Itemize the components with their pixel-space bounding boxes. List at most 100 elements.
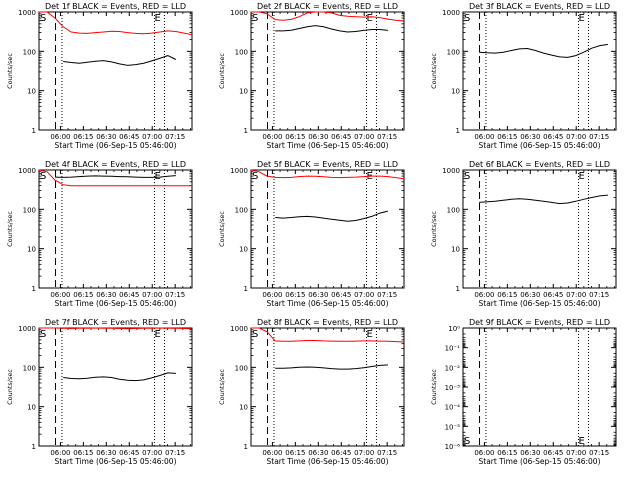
- x-tick-label: 06:15: [285, 133, 305, 141]
- y-axis-label: Counts/sec: [218, 53, 226, 89]
- chart-title: Det 1f BLACK = Events, RED = LLD: [45, 2, 186, 11]
- y-axis-label: Counts/sec: [430, 369, 438, 405]
- y-tick-label: 100: [235, 364, 248, 372]
- y-tick-label: 1: [244, 285, 248, 293]
- x-tick-label: 06:30: [520, 449, 540, 457]
- end-marker: E: [579, 13, 585, 24]
- x-tick-label: 06:30: [520, 291, 540, 299]
- y-tick-label: 1: [456, 285, 460, 293]
- y-tick-label: 10⁻²: [445, 364, 461, 372]
- events-series-line: [275, 210, 389, 222]
- x-tick-label: 06:45: [119, 291, 139, 299]
- x-tick-label: 06:45: [119, 449, 139, 457]
- x-tick-label: 06:15: [285, 449, 305, 457]
- chart-title: Det 4f BLACK = Events, RED = LLD: [45, 160, 186, 169]
- x-tick-label: 06:30: [96, 133, 116, 141]
- start-marker: S: [40, 171, 46, 182]
- y-tick-label: 10: [239, 246, 248, 254]
- x-axis-label: Start Time (06-Sep-15 05:46:00): [267, 457, 389, 466]
- x-axis-label: Start Time (06-Sep-15 05:46:00): [267, 141, 389, 150]
- x-tick-label: 06:00: [262, 449, 282, 457]
- x-axis-label: Start Time (06-Sep-15 05:46:00): [55, 457, 177, 466]
- x-tick-label: 06:15: [497, 449, 517, 457]
- y-axis-label: Counts/sec: [6, 211, 14, 247]
- y-axis-label: Counts/sec: [6, 53, 14, 89]
- y-tick-label: 1: [32, 443, 36, 451]
- start-marker: S: [40, 13, 46, 24]
- y-tick-label: 100: [23, 206, 36, 214]
- y-tick-label: 10: [27, 246, 36, 254]
- x-tick-label: 06:45: [119, 133, 139, 141]
- x-tick-label: 07:00: [354, 291, 374, 299]
- chart-title: Det 5f BLACK = Events, RED = LLD: [257, 160, 398, 169]
- chart-title: Det 6f BLACK = Events, RED = LLD: [469, 160, 610, 169]
- y-tick-label: 1: [244, 127, 248, 135]
- x-axis-label: Start Time (06-Sep-15 05:46:00): [55, 141, 177, 150]
- chart-panel-2: Det 2f BLACK = Events, RED = LLD Start Ti…: [218, 2, 405, 150]
- y-tick-label: 100: [447, 206, 460, 214]
- x-tick-label: 06:30: [520, 133, 540, 141]
- y-tick-label: 100: [235, 48, 248, 56]
- x-tick-label: 06:30: [308, 449, 328, 457]
- x-tick-label: 07:15: [377, 133, 397, 141]
- x-tick-label: 07:15: [589, 133, 609, 141]
- y-tick-label: 100: [235, 206, 248, 214]
- y-axis-label: Counts/sec: [218, 369, 226, 405]
- chart-panel-8: Det 8f BLACK = Events, RED = LLD Start Ti…: [218, 318, 405, 466]
- events-series-line: [63, 372, 176, 382]
- chart-title: Det 7f BLACK = Events, RED = LLD: [45, 318, 186, 327]
- y-tick-label: 10: [27, 88, 36, 96]
- x-axis-label: Start Time (06-Sep-15 05:46:00): [479, 299, 601, 308]
- lld-series-line: [39, 327, 193, 330]
- x-tick-label: 07:15: [165, 449, 185, 457]
- chart-panel-3: Det 3f BLACK = Events, RED = LLD Start Ti…: [430, 2, 617, 150]
- lld-series-line: [38, 169, 192, 187]
- x-tick-label: 07:15: [165, 291, 185, 299]
- events-series-line: [479, 43, 608, 58]
- x-tick-label: 06:30: [96, 291, 116, 299]
- x-tick-label: 07:00: [142, 133, 162, 141]
- chart-title: Det 8f BLACK = Events, RED = LLD: [257, 318, 398, 327]
- lld-series-line: [39, 11, 193, 36]
- y-tick-label: 10⁻⁶: [445, 443, 461, 451]
- x-tick-label: 06:00: [474, 133, 494, 141]
- x-axis-label: Start Time (06-Sep-15 05:46:00): [479, 141, 601, 150]
- y-tick-label: 100: [447, 48, 460, 56]
- end-marker: E: [155, 329, 161, 340]
- x-tick-label: 06:00: [50, 133, 70, 141]
- y-tick-label: 10: [239, 404, 248, 412]
- chart-title: Det 9f BLACK = Events, RED = LLD: [469, 318, 610, 327]
- x-tick-label: 06:45: [331, 291, 351, 299]
- y-tick-label: 10: [27, 404, 36, 412]
- chart-panel-1: Det 1f BLACK = Events, RED = LLD Start Ti…: [6, 2, 193, 150]
- x-tick-label: 06:45: [543, 291, 563, 299]
- y-tick-label: 10⁰: [448, 325, 460, 333]
- x-axis-label: Start Time (06-Sep-15 05:46:00): [55, 299, 177, 308]
- end-marker: E: [367, 329, 373, 340]
- plot-frame: [250, 327, 405, 447]
- x-tick-label: 06:00: [474, 291, 494, 299]
- x-axis-label: Start Time (06-Sep-15 05:46:00): [479, 457, 601, 466]
- x-tick-label: 07:00: [566, 291, 586, 299]
- x-tick-label: 07:00: [566, 449, 586, 457]
- plot-frame: [38, 327, 193, 447]
- y-tick-label: 1: [32, 285, 36, 293]
- start-marker: S: [464, 436, 470, 447]
- y-tick-label: 1: [456, 127, 460, 135]
- x-axis-label: Start Time (06-Sep-15 05:46:00): [267, 299, 389, 308]
- chart-panel-7: Det 7f BLACK = Events, RED = LLD Start Ti…: [6, 318, 193, 466]
- y-axis-label: Counts/sec: [6, 369, 14, 405]
- end-marker: E: [579, 436, 585, 447]
- start-marker: S: [464, 171, 470, 182]
- x-tick-label: 06:15: [497, 133, 517, 141]
- x-tick-label: 06:15: [73, 133, 93, 141]
- start-marker: S: [252, 329, 258, 340]
- x-tick-label: 07:15: [165, 133, 185, 141]
- y-axis-label: Counts/sec: [430, 211, 438, 247]
- y-tick-label: 1: [244, 443, 248, 451]
- x-tick-label: 06:45: [543, 133, 563, 141]
- x-tick-label: 06:45: [331, 449, 351, 457]
- x-tick-label: 06:00: [262, 133, 282, 141]
- y-tick-label: 10⁻¹: [445, 345, 461, 353]
- x-tick-label: 06:15: [285, 291, 305, 299]
